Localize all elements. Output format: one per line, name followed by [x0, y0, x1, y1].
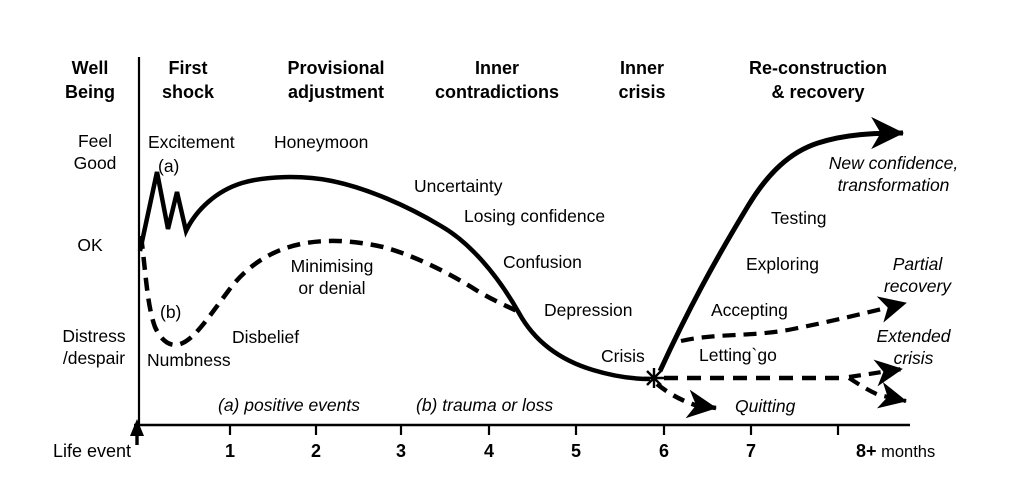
- y-axis-title: Well Being: [64, 58, 115, 102]
- x-tick-7: 7: [745, 441, 756, 461]
- label-marker-b: (b): [160, 302, 182, 322]
- life-event-arrow-icon: [130, 419, 144, 436]
- label-minimising: Minimising or denial: [290, 256, 374, 298]
- label-partial-recovery: Partial recovery: [883, 254, 952, 296]
- level-feel-good: Feel Good: [73, 131, 117, 173]
- x-tick-months-suffix: months: [876, 443, 936, 461]
- x-tick-2: 2: [310, 441, 321, 461]
- label-disbelief: Disbelief: [232, 327, 300, 347]
- label-losing-confidence: Losing confidence: [464, 206, 606, 226]
- x-tick-8-months: 8+ months: [856, 440, 935, 463]
- label-new-confidence: New confidence, transformation: [828, 153, 959, 195]
- label-exploring: Exploring: [746, 254, 819, 274]
- x-tick-4: 4: [483, 441, 494, 461]
- label-confusion: Confusion: [503, 252, 582, 272]
- phase-inner-crisis: Inner crisis: [618, 58, 666, 102]
- x-tick-3: 3: [395, 441, 406, 461]
- label-testing: Testing: [771, 208, 827, 228]
- extended-crisis-lower-arrow: [847, 376, 907, 409]
- label-crisis: Crisis: [601, 346, 645, 366]
- label-accepting: Accepting: [711, 300, 788, 320]
- phase-reconstruction-recovery: Re-construction & recovery: [748, 58, 887, 102]
- partial-recovery-line: [680, 296, 907, 344]
- curve-b-trauma-loss: [138, 235, 519, 348]
- recovery-line: [657, 116, 905, 373]
- label-marker-a: (a): [158, 156, 180, 176]
- crisis-star-icon: [644, 368, 664, 388]
- quitting-line: [655, 382, 717, 419]
- extended-crisis-arrow: [848, 359, 903, 387]
- x-tick-5: 5: [570, 441, 581, 461]
- legend-trauma-or-loss: (b) trauma or loss: [416, 395, 554, 415]
- label-letting-go: Letting`go: [699, 345, 777, 365]
- phase-provisional-adjustment: Provisional adjustment: [287, 58, 385, 102]
- label-excitement: Excitement: [148, 132, 235, 152]
- level-ok: OK: [77, 235, 103, 255]
- x-axis-origin-label: Life event: [53, 441, 132, 461]
- curve-a-positive-events: [137, 171, 651, 382]
- label-honeymoon: Honeymoon: [274, 132, 369, 152]
- phase-first-shock: First shock: [161, 58, 215, 102]
- label-uncertainty: Uncertainty: [414, 176, 503, 196]
- legend-positive-events: (a) positive events: [218, 395, 361, 415]
- x-tick-6: 6: [658, 441, 669, 461]
- level-distress: Distress /despair: [62, 326, 126, 368]
- label-quitting: Quitting: [735, 396, 796, 416]
- label-depression: Depression: [544, 300, 633, 320]
- x-axis-ticks: [228, 425, 840, 435]
- x-tick-1: 1: [224, 441, 235, 461]
- label-extended-crisis: Extended crisis: [876, 326, 951, 368]
- phase-inner-contradictions: Inner contradictions: [434, 58, 559, 102]
- x-tick-8-value: 8+: [856, 441, 877, 461]
- label-numbness: Numbness: [147, 350, 231, 370]
